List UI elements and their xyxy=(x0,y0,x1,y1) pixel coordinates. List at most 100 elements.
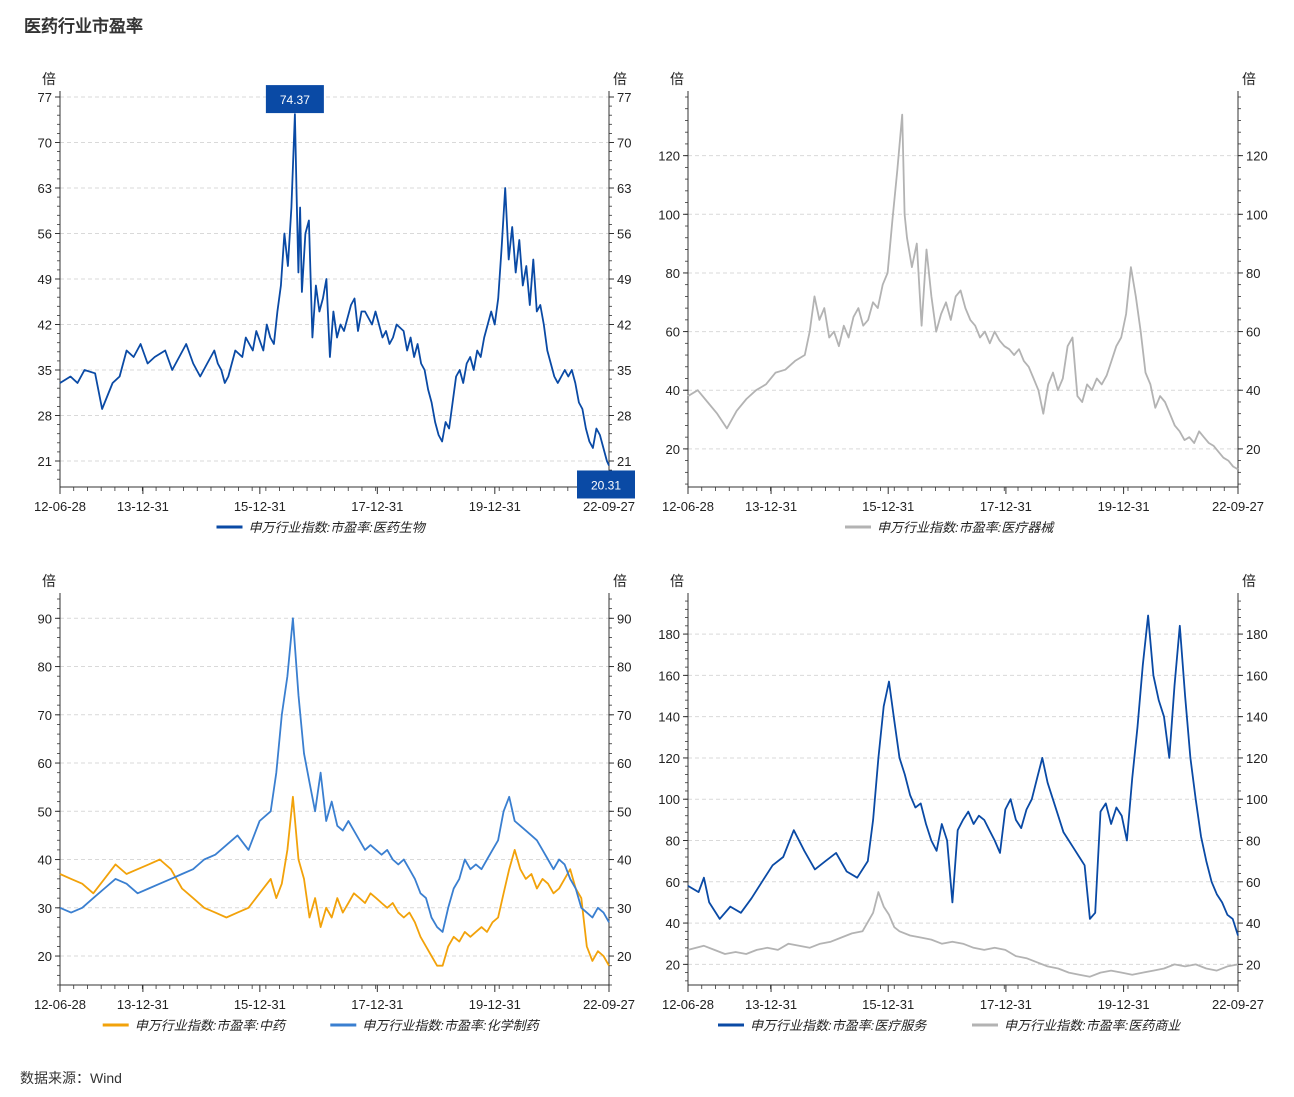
y-tick-label-left: 180 xyxy=(658,627,680,642)
y-tick-label-left: 120 xyxy=(658,751,680,766)
x-tick-label: 17-12-31 xyxy=(351,997,403,1012)
y-tick-label-right: 70 xyxy=(617,708,631,723)
y-tick-label-right: 56 xyxy=(617,227,631,242)
y-tick-label-left: 40 xyxy=(38,853,52,868)
x-tick-label: 17-12-31 xyxy=(980,997,1032,1012)
unit-right: 倍 xyxy=(613,573,627,589)
y-tick-label-right: 40 xyxy=(617,853,631,868)
x-tick-label: 19-12-31 xyxy=(1098,499,1150,514)
x-tick-label: 17-12-31 xyxy=(980,499,1032,514)
y-tick-label-left: 90 xyxy=(38,611,52,626)
data-label: 74.37 xyxy=(280,93,310,107)
y-tick-label-left: 160 xyxy=(658,668,680,683)
y-tick-label-left: 120 xyxy=(658,149,680,164)
x-tick-label: 12-06-28 xyxy=(662,499,714,514)
chart-1: 21 21 28 28 35 35 42 42 49 49 56 56 63 63 70 70 77 77 倍 倍 12… xyxy=(34,71,635,535)
legend-label-1: 申万行业指数:市盈率:医疗服务 xyxy=(750,1018,927,1033)
y-tick-label-right: 30 xyxy=(617,901,631,916)
series-line-1 xyxy=(59,113,610,466)
chart-4: 20 20 40 40 60 60 80 80 100 100 120 120 140 140 160 160… xyxy=(658,573,1267,1033)
y-tick-label-left: 70 xyxy=(38,136,52,151)
x-tick-label: 15-12-31 xyxy=(234,997,286,1012)
x-tick-label: 17-12-31 xyxy=(351,499,403,514)
y-tick-label-left: 63 xyxy=(38,181,52,196)
y-tick-label-left: 40 xyxy=(666,383,680,398)
legend-label-2: 申万行业指数:市盈率:医药商业 xyxy=(1004,1018,1181,1033)
y-tick-label-right: 77 xyxy=(617,90,631,105)
y-tick-label-left: 80 xyxy=(38,660,52,675)
x-tick-label: 15-12-31 xyxy=(234,499,286,514)
y-tick-label-left: 50 xyxy=(38,804,52,819)
y-tick-label-right: 50 xyxy=(617,804,631,819)
x-tick-label: 19-12-31 xyxy=(1098,997,1150,1012)
y-tick-label-left: 80 xyxy=(666,834,680,849)
series-line-1 xyxy=(59,795,610,967)
y-tick-label-right: 40 xyxy=(1246,383,1260,398)
x-tick-label: 22-09-27 xyxy=(1212,997,1264,1012)
unit-left: 倍 xyxy=(670,71,684,87)
chart-3: 20 20 30 30 40 40 50 50 60 60 70 70 80 80 90 90 倍 倍 12-06-… xyxy=(34,573,635,1033)
y-tick-label-right: 90 xyxy=(617,611,631,626)
y-tick-label-right: 35 xyxy=(617,363,631,378)
x-tick-label: 13-12-31 xyxy=(745,499,797,514)
x-tick-label: 15-12-31 xyxy=(862,997,914,1012)
y-tick-label-left: 60 xyxy=(38,756,52,771)
y-tick-label-right: 180 xyxy=(1246,627,1268,642)
y-tick-label-right: 21 xyxy=(617,454,631,469)
x-tick-label: 22-09-27 xyxy=(1212,499,1264,514)
x-tick-label: 22-09-27 xyxy=(583,499,635,514)
y-tick-label-left: 100 xyxy=(658,792,680,807)
x-tick-label: 19-12-31 xyxy=(469,499,521,514)
y-tick-label-right: 100 xyxy=(1246,792,1268,807)
unit-right: 倍 xyxy=(1242,573,1256,589)
x-tick-label: 12-06-28 xyxy=(34,997,86,1012)
y-tick-label-right: 60 xyxy=(617,756,631,771)
y-tick-label-right: 40 xyxy=(1246,916,1260,931)
x-tick-label: 13-12-31 xyxy=(117,997,169,1012)
series-line-2 xyxy=(687,891,1239,978)
legend-label-1: 申万行业指数:市盈率:中药 xyxy=(135,1018,287,1033)
y-tick-label-right: 20 xyxy=(1246,957,1260,972)
y-tick-label-right: 42 xyxy=(617,318,631,333)
y-tick-label-right: 70 xyxy=(617,136,631,151)
x-tick-label: 12-06-28 xyxy=(662,997,714,1012)
unit-left: 倍 xyxy=(670,573,684,589)
y-tick-label-right: 80 xyxy=(617,660,631,675)
y-tick-label-left: 30 xyxy=(38,901,52,916)
page-title: 医药行业市盈率 xyxy=(24,17,143,36)
legend-label-1: 申万行业指数:市盈率:医疗器械 xyxy=(877,520,1055,535)
x-tick-label: 22-09-27 xyxy=(583,997,635,1012)
y-tick-label-right: 20 xyxy=(1246,442,1260,457)
data-source: 数据来源：Wind xyxy=(20,1070,122,1086)
y-tick-label-left: 35 xyxy=(38,363,52,378)
series-line-1 xyxy=(687,113,1239,471)
unit-right: 倍 xyxy=(613,71,627,87)
legend-label-1: 申万行业指数:市盈率:医药生物 xyxy=(249,520,427,535)
y-tick-label-right: 120 xyxy=(1246,149,1268,164)
x-tick-label: 13-12-31 xyxy=(117,499,169,514)
y-tick-label-left: 20 xyxy=(666,442,680,457)
unit-right: 倍 xyxy=(1242,71,1256,87)
y-tick-label-left: 49 xyxy=(38,272,52,287)
y-tick-label-left: 28 xyxy=(38,409,52,424)
x-tick-label: 19-12-31 xyxy=(469,997,521,1012)
y-tick-label-left: 40 xyxy=(666,916,680,931)
y-tick-label-left: 21 xyxy=(38,454,52,469)
data-label-box xyxy=(265,85,324,114)
legend-label-2: 申万行业指数:市盈率:化学制药 xyxy=(362,1018,540,1033)
y-tick-label-right: 160 xyxy=(1246,668,1268,683)
x-tick-label: 13-12-31 xyxy=(745,997,797,1012)
series-line-2 xyxy=(59,617,610,933)
y-tick-label-left: 60 xyxy=(666,875,680,890)
unit-left: 倍 xyxy=(42,71,56,87)
y-tick-label-right: 100 xyxy=(1246,207,1268,222)
y-tick-label-right: 80 xyxy=(1246,834,1260,849)
y-tick-label-left: 80 xyxy=(666,266,680,281)
y-tick-label-right: 60 xyxy=(1246,325,1260,340)
y-tick-label-left: 20 xyxy=(38,949,52,964)
y-tick-label-left: 42 xyxy=(38,318,52,333)
x-tick-label: 15-12-31 xyxy=(862,499,914,514)
y-tick-label-left: 140 xyxy=(658,710,680,725)
y-tick-label-left: 77 xyxy=(38,90,52,105)
